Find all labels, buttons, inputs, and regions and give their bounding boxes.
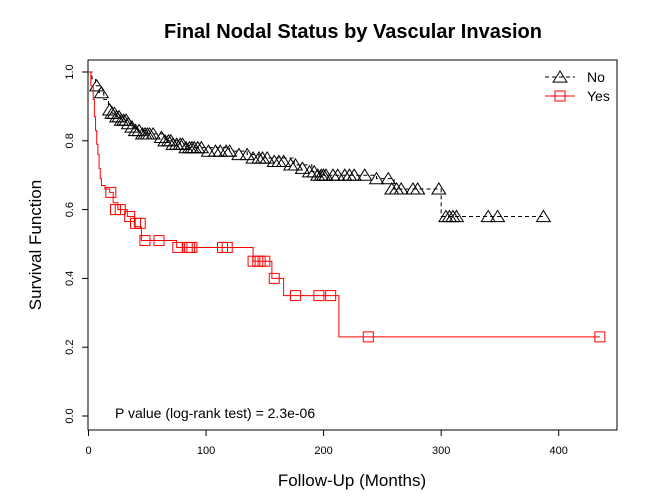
- censor-mark: [362, 331, 374, 343]
- censor-mark: [105, 186, 117, 198]
- censor-mark: [139, 235, 151, 247]
- chart-title: Final Nodal Status by Vascular Invasion: [164, 21, 542, 43]
- censor-mark: [153, 235, 165, 247]
- legend-label: Yes: [587, 88, 610, 104]
- censor-mark: [101, 102, 118, 116]
- y-tick-label: 0.4: [64, 271, 76, 286]
- censor-mark: [480, 209, 496, 223]
- censor-mark: [383, 182, 400, 195]
- censor-mark: [535, 209, 552, 223]
- censor-mark: [275, 154, 292, 168]
- censor-mark: [124, 120, 140, 133]
- pvalue-annotation: P value (log-rank test) = 2.3e-06: [115, 405, 315, 421]
- censor-mark: [124, 210, 136, 222]
- y-tick-label: 1.0: [64, 64, 76, 79]
- censor-mark: [172, 241, 184, 253]
- censor-mark: [282, 157, 299, 171]
- censor-mark: [231, 147, 247, 161]
- censor-mark: [114, 204, 126, 216]
- x-axis-label: Follow-Up (Months): [278, 471, 426, 490]
- censor-mark: [489, 209, 506, 223]
- censor-mark: [393, 182, 409, 195]
- legend: No Yes: [545, 69, 610, 104]
- censor-mark: [268, 272, 280, 284]
- censor-mark: [239, 147, 255, 161]
- censor-mark: [259, 255, 271, 267]
- censor-mark: [346, 168, 362, 181]
- censor-mark: [289, 290, 301, 302]
- series-yes: [88, 71, 606, 343]
- censor-mark: [115, 113, 132, 126]
- censor-mark: [174, 137, 191, 150]
- censor-mark: [153, 130, 170, 143]
- legend-item-yes: Yes: [545, 88, 610, 104]
- censor-mark: [145, 126, 161, 140]
- censor-mark: [266, 154, 283, 168]
- y-tick-label: 0.8: [64, 133, 76, 148]
- y-tick-label: 0.0: [64, 408, 76, 423]
- legend-item-no: No: [545, 69, 605, 85]
- censor-mark: [259, 151, 275, 164]
- legend-marker: [552, 70, 568, 83]
- censor-mark: [380, 171, 397, 185]
- x-tick-label: 0: [85, 445, 91, 457]
- censor-mark: [356, 168, 373, 181]
- censor-mark: [287, 157, 304, 171]
- series-layer: [88, 71, 606, 343]
- censor-mark: [131, 123, 147, 137]
- censor-mark: [313, 290, 325, 302]
- series-line: [88, 71, 544, 217]
- y-tick-label: 0.6: [64, 202, 76, 217]
- x-tick-label: 400: [550, 445, 568, 457]
- censor-mark: [186, 241, 198, 253]
- censor-mark: [106, 106, 123, 119]
- censor-mark: [325, 290, 337, 302]
- legend-label: No: [587, 69, 605, 85]
- x-axis: 0 100 200 300 400: [85, 430, 568, 457]
- censor-mark: [294, 161, 311, 174]
- plot-frame: [87, 59, 618, 431]
- censor-mark: [221, 144, 238, 157]
- censor-mark: [306, 164, 323, 178]
- y-axis: 0.0 0.2 0.4 0.6 0.8 1.0: [64, 64, 88, 424]
- legend-marker: [554, 90, 566, 102]
- x-tick-label: 200: [314, 445, 332, 457]
- censor-mark: [431, 182, 447, 195]
- censor-mark: [120, 116, 137, 130]
- censor-mark: [271, 154, 287, 168]
- censor-mark: [221, 241, 233, 253]
- censor-mark: [93, 85, 110, 99]
- censor-mark: [134, 217, 146, 229]
- censor-mark: [193, 140, 210, 154]
- series-no: [88, 71, 552, 223]
- censor-mark: [448, 209, 465, 223]
- censor-mark: [368, 171, 385, 185]
- y-axis-label: Survival Function: [26, 180, 45, 310]
- censor-mark: [594, 331, 606, 343]
- x-tick-label: 300: [432, 445, 450, 457]
- censor-mark: [409, 182, 426, 195]
- series-line: [88, 71, 600, 338]
- x-tick-label: 100: [197, 445, 215, 457]
- y-tick-label: 0.2: [64, 340, 76, 355]
